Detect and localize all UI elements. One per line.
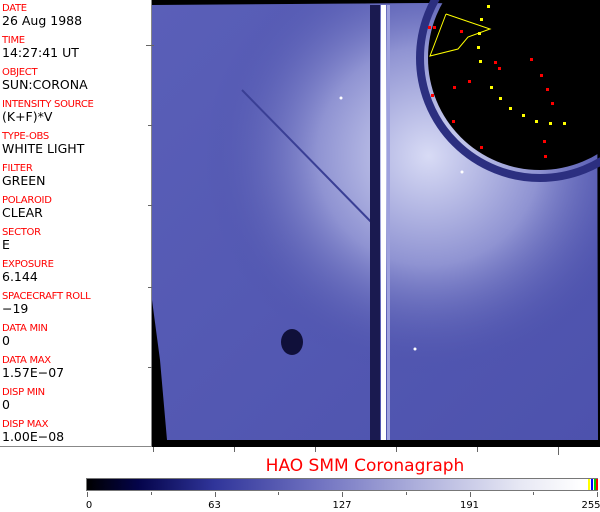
field-disp-min: DISP MIN 0 (2, 387, 45, 412)
field-value: 6.144 (2, 269, 38, 284)
colorbar-tick (214, 492, 216, 497)
field-value: 1.57E−07 (2, 365, 65, 380)
field-label: TYPE-OBS (2, 131, 49, 142)
colorbar-tick (150, 492, 152, 495)
axis-tick (396, 447, 397, 452)
field-label: DATE (2, 3, 27, 14)
field-date: DATE 26 Aug 1988 (2, 3, 82, 28)
field-label: TIME (2, 35, 25, 46)
field-disp-max: DISP MAX 1.00E−08 (2, 419, 64, 444)
field-label: FILTER (2, 163, 33, 174)
field-data-min: DATA MIN 0 (2, 323, 48, 348)
field-polaroid: POLAROID CLEAR (2, 195, 52, 220)
axis-tick (153, 447, 154, 452)
field-type-obs: TYPE-OBS WHITE LIGHT (2, 131, 84, 156)
field-value: −19 (2, 301, 29, 316)
coronagraph-image (152, 0, 600, 447)
colorbar-tick-label: 255 (581, 500, 600, 511)
field-value: 14:27:41 UT (2, 45, 79, 60)
field-label: DATA MAX (2, 355, 51, 366)
field-time: TIME 14:27:41 UT (2, 35, 79, 60)
axis-tick (477, 447, 478, 452)
field-object: OBJECT SUN:CORONA (2, 67, 88, 92)
axis-tick (148, 287, 152, 288)
field-exposure: EXPOSURE 6.144 (2, 259, 54, 284)
field-data-max: DATA MAX 1.57E−07 (2, 355, 64, 380)
field-value: 0 (2, 397, 10, 412)
colorbar (86, 478, 598, 491)
axis-tick (148, 205, 152, 206)
field-value: 1.00E−08 (2, 429, 65, 444)
field-label: INTENSITY SOURCE (2, 99, 94, 110)
overlay-markers (428, 5, 566, 158)
colorbar-tick-label: 0 (85, 500, 93, 511)
field-value: GREEN (2, 173, 46, 188)
colorbar-tick (405, 492, 407, 495)
field-value: 26 Aug 1988 (2, 13, 83, 28)
field-label: SECTOR (2, 227, 41, 238)
axis-tick (234, 447, 235, 452)
metadata-panel: DATE 26 Aug 1988 TIME 14:27:41 UT OBJECT SUN:… (0, 0, 152, 447)
field-value: E (2, 237, 10, 252)
instrument-title: HAO SMM Coronagraph (265, 456, 465, 476)
axis-tick (148, 125, 152, 126)
colorbar-tick (342, 492, 343, 497)
colorbar-tick (469, 492, 471, 497)
colorbar-tick-label: 63 (208, 500, 221, 511)
field-value: WHITE LIGHT (2, 141, 85, 156)
field-label: POLAROID (2, 195, 52, 206)
field-value: 0 (2, 333, 10, 348)
field-filter: FILTER GREEN (2, 163, 46, 188)
field-label: SPACECRAFT ROLL (2, 291, 91, 302)
colorbar-tick (278, 492, 280, 495)
colorbar-tick (87, 492, 88, 497)
colorbar-tick (533, 492, 535, 495)
colorbar-tick-label: 127 (332, 500, 352, 511)
field-value: (K+F)*V (2, 109, 53, 124)
axis-tick (148, 367, 152, 368)
field-label: DISP MIN (2, 387, 45, 398)
axis-tick (558, 447, 559, 455)
field-value: CLEAR (2, 205, 43, 220)
field-label: EXPOSURE (2, 259, 54, 270)
colorbar-tick-label: 191 (459, 500, 480, 511)
field-label: OBJECT (2, 67, 38, 78)
field-label: DISP MAX (2, 419, 49, 430)
field-label: DATA MIN (2, 323, 48, 334)
axis-tick (146, 45, 154, 46)
axis-tick (315, 447, 316, 452)
field-spacecraft-roll: SPACECRAFT ROLL −19 (2, 291, 91, 316)
field-sector: SECTOR E (2, 227, 41, 252)
colorbar-tick (597, 492, 598, 497)
field-intensity-source: INTENSITY SOURCE (K+F)*V (2, 99, 94, 124)
field-value: SUN:CORONA (2, 77, 88, 92)
